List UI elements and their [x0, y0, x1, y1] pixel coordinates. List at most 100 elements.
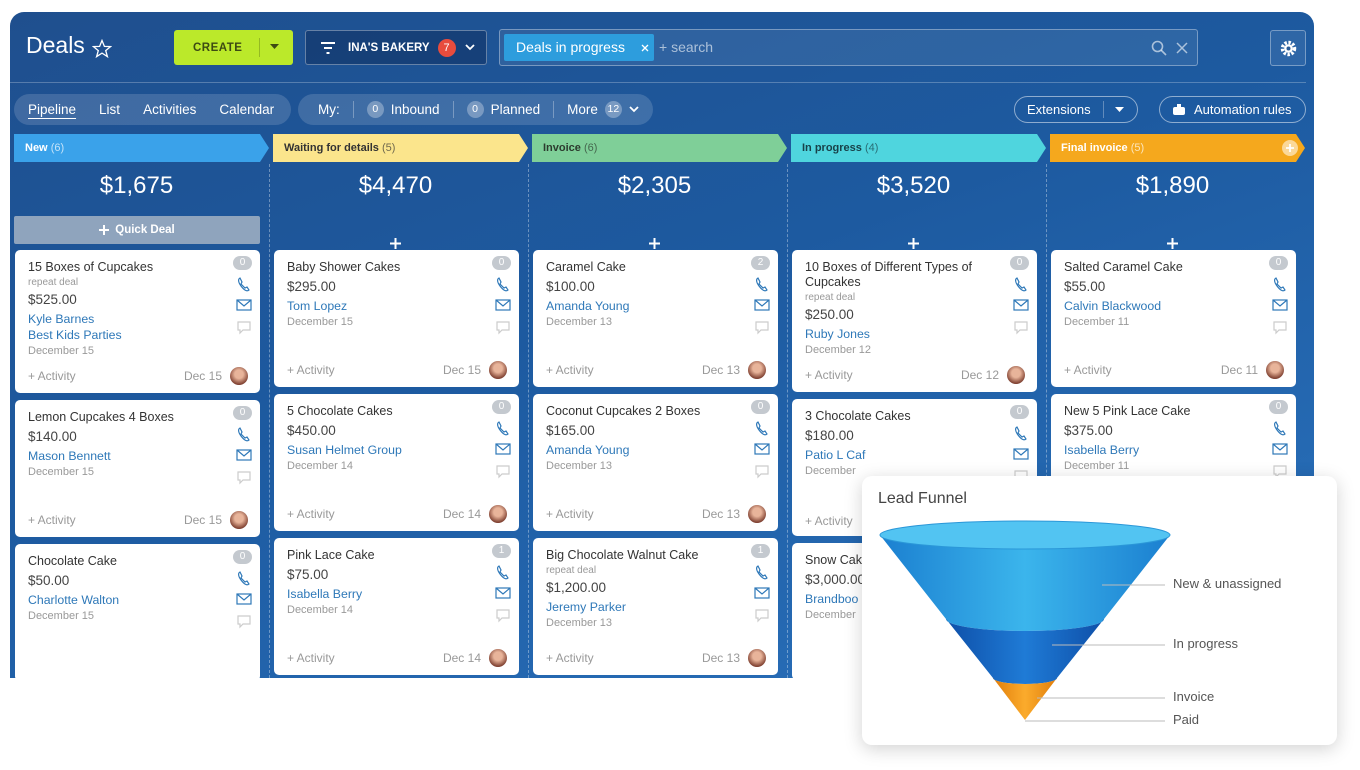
deal-date: December 15: [287, 316, 354, 328]
extensions-label: Extensions: [1027, 102, 1091, 117]
deal-contact[interactable]: Mason Bennett: [28, 449, 111, 463]
company-selector[interactable]: INA'S BAKERY 7: [305, 30, 487, 65]
deal-title: Lemon Cupcakes 4 Boxes: [28, 410, 174, 424]
search-box[interactable]: Deals in progress + search: [499, 29, 1198, 66]
add-activity[interactable]: + Activity: [1064, 363, 1112, 377]
deal-amount: $140.00: [28, 429, 77, 444]
deal-badge: 0: [492, 400, 511, 414]
deal-contact[interactable]: Amanda Young: [546, 299, 630, 313]
avatar: [748, 505, 766, 523]
card-list: Caramel Cake 2 $100.00 Amanda Young December…: [533, 250, 778, 675]
add-activity[interactable]: + Activity: [805, 368, 853, 382]
deal-contact[interactable]: Isabella Berry: [1064, 443, 1140, 457]
view-tab[interactable]: Calendar: [219, 102, 275, 117]
deal-contact[interactable]: Amanda Young: [546, 443, 630, 457]
extensions-button[interactable]: Extensions: [1014, 96, 1138, 123]
column-total: $1,675: [99, 172, 174, 199]
add-activity[interactable]: + Activity: [546, 651, 594, 665]
deal-contact[interactable]: Patio L Caf: [805, 448, 866, 462]
column-count: (6): [583, 142, 598, 154]
deals-app: Deals CREATE INA'S BAKERY 7 Deals in pro…: [10, 12, 1314, 678]
due-date: Dec 12: [960, 368, 999, 382]
separator: [10, 82, 1306, 83]
due-date: Dec 15: [183, 513, 222, 527]
my-filter: My: 0 Inbound 0 Planned More 12: [298, 94, 653, 125]
deal-amount: $55.00: [1064, 279, 1106, 294]
card-list: 15 Boxes of Cupcakes 0 repeat deal $525.00 K…: [15, 250, 260, 678]
column-name: In progress: [802, 142, 862, 154]
caret: [629, 106, 639, 113]
view-tab[interactable]: Activities: [143, 102, 197, 117]
deal-contact[interactable]: Best Kids Parties: [28, 328, 122, 342]
deal-contact[interactable]: Calvin Blackwood: [1064, 299, 1162, 313]
quick-deal-button[interactable]: Quick Deal: [14, 216, 260, 244]
due-date: Dec 15: [183, 369, 222, 383]
add-activity[interactable]: + Activity: [546, 507, 594, 521]
contact-icons: [495, 565, 511, 623]
filter-label[interactable]: Planned: [490, 102, 541, 117]
deal-contact[interactable]: Susan Helmet Group: [287, 443, 402, 457]
add-activity[interactable]: + Activity: [805, 514, 853, 528]
separator: [452, 101, 454, 118]
deal-card[interactable]: Baby Shower Cakes 0 $295.00 Tom Lopez Decemb…: [274, 250, 519, 387]
add-activity[interactable]: + Activity: [287, 507, 335, 521]
deal-card[interactable]: Caramel Cake 2 $100.00 Amanda Young December…: [533, 250, 778, 387]
card-footer: + Activity Dec 15: [28, 357, 248, 385]
deal-card[interactable]: Salted Caramel Cake 0 $55.00 Calvin Blackwo…: [1051, 250, 1296, 387]
deal-contact[interactable]: Isabella Berry: [287, 587, 363, 601]
contact-icons: [754, 421, 770, 479]
favorite-star[interactable]: [92, 39, 112, 59]
deal-card[interactable]: 15 Boxes of Cupcakes 0 repeat deal $525.00 K…: [15, 250, 260, 393]
deal-card[interactable]: Pink Lace Cake 1 $75.00 Isabella Berry Decem…: [274, 538, 519, 675]
deal-card[interactable]: Chocolate Cake 0 $50.00 Charlotte Walton Dec…: [15, 544, 260, 678]
lead-funnel-popup: Lead Funnel New & unassigned In progress I…: [862, 476, 1337, 745]
deal-amount: $1,200.00: [546, 580, 607, 595]
add-deal: [908, 238, 919, 249]
automation-button[interactable]: Automation rules: [1159, 96, 1306, 123]
remove-tag[interactable]: [641, 44, 649, 52]
add-activity[interactable]: + Activity: [287, 651, 335, 665]
deal-card[interactable]: Lemon Cupcakes 4 Boxes 0 $140.00 Mason Benn…: [15, 400, 260, 537]
view-tab[interactable]: List: [99, 102, 121, 117]
deal-contact[interactable]: Kyle Barnes: [28, 312, 95, 326]
quick-deal-label: Quick Deal: [115, 224, 175, 236]
add-activity[interactable]: + Activity: [28, 513, 76, 527]
filter-tag[interactable]: Deals in progress: [504, 34, 654, 61]
deal-contact[interactable]: Jeremy Parker: [546, 600, 626, 614]
deal-card[interactable]: 3 Chocolate Cakes 0 $180.00 Patio L Caf Dece…: [792, 399, 1037, 536]
deal-date: December 13: [546, 316, 613, 328]
add-activity[interactable]: + Activity: [28, 369, 76, 383]
create-button[interactable]: CREATE: [174, 30, 293, 65]
search-icon[interactable]: [1151, 40, 1167, 56]
deal-contact[interactable]: Brandboo: [805, 592, 859, 606]
deal-badge: 2: [751, 256, 770, 270]
deal-contact[interactable]: Charlotte Walton: [28, 593, 120, 607]
caret: [1114, 106, 1124, 112]
deal-card[interactable]: Coconut Cupcakes 2 Boxes 0 $165.00 Amanda Y…: [533, 394, 778, 531]
deal-contact[interactable]: Ruby Jones: [805, 327, 870, 341]
view-tab[interactable]: Pipeline: [28, 102, 77, 117]
filter-label[interactable]: Inbound: [390, 102, 440, 117]
deal-card[interactable]: 5 Chocolate Cakes 0 $450.00 Susan Helmet Gr…: [274, 394, 519, 531]
deal-title: 15 Boxes of Cupcakes: [28, 260, 154, 274]
clear-icon[interactable]: [1176, 42, 1188, 54]
deal-badge: 0: [1269, 256, 1288, 270]
settings-button[interactable]: [1270, 30, 1306, 66]
add-activity[interactable]: + Activity: [546, 363, 594, 377]
deal-amount: $525.00: [28, 292, 77, 307]
card-footer: + Activity Dec 15: [28, 501, 248, 529]
deal-title: Coconut Cupcakes 2 Boxes: [546, 404, 701, 418]
gear-icon: [1280, 40, 1297, 57]
deal-date: December 11: [1064, 460, 1130, 472]
deal-contact[interactable]: Tom Lopez: [287, 299, 348, 313]
more-label[interactable]: More: [567, 102, 598, 117]
add-activity[interactable]: + Activity: [287, 363, 335, 377]
deal-tag: repeat deal: [28, 277, 79, 288]
pipeline-column: New (6) $1,675 Quick Deal 15 Boxes of Cupca…: [14, 134, 270, 678]
deal-card[interactable]: Big Chocolate Walnut Cake 1 repeat deal $1,…: [533, 538, 778, 675]
deal-date: December 15: [28, 466, 95, 478]
column-name: Invoice: [543, 142, 581, 154]
avatar: [489, 505, 507, 523]
deal-title: Caramel Cake: [546, 260, 626, 274]
deal-card[interactable]: 10 Boxes of Different Types of Cupcakes 0…: [792, 250, 1037, 392]
